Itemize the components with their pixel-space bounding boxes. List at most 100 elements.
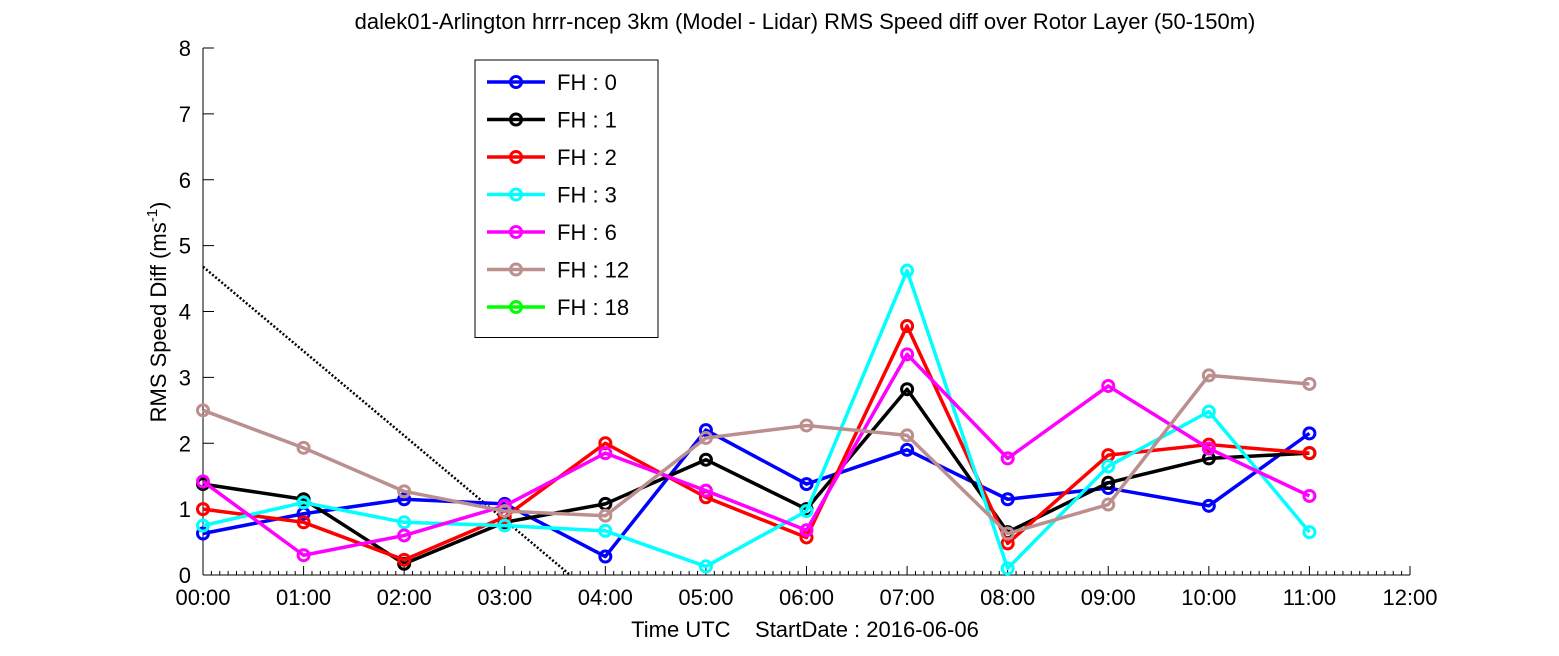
data-point: [698, 452, 713, 467]
data-point: [196, 474, 210, 489]
data-point: [1101, 459, 1116, 474]
data-point: [1302, 376, 1317, 391]
data-point: [397, 515, 412, 530]
plot-area: [196, 263, 1317, 576]
legend-swatch-marker: [509, 150, 523, 164]
x-tick-label: 04:00: [578, 585, 633, 610]
data-point: [1302, 488, 1317, 503]
data-point: [296, 495, 311, 510]
data-point: [1000, 492, 1015, 507]
data-point: [1201, 404, 1216, 419]
data-point: [598, 508, 613, 523]
y-tick-label: 0: [179, 563, 191, 588]
data-point: [497, 518, 512, 533]
data-point: [1201, 441, 1216, 456]
series-3: [196, 263, 1317, 576]
data-point: [1302, 525, 1317, 540]
legend-swatch-marker: [509, 75, 523, 89]
legend: FH : 0 FH : 1 FH : 2 FH : 3 FH : 6 FH : 12 FH …: [474, 59, 659, 338]
x-tick-label: 03:00: [477, 585, 532, 610]
legend-label: FH : 6: [557, 220, 617, 245]
axes: 00:00 01:00 02:00 03:00 04:00 05:00 06:00 07:00…: [175, 36, 1437, 610]
y-tick-label: 1: [179, 497, 191, 522]
x-tick-label: 05:00: [678, 585, 733, 610]
data-point: [196, 526, 210, 541]
data-point: [397, 492, 412, 507]
data-point: [799, 418, 814, 433]
legend-swatch-marker: [509, 187, 523, 202]
legend-label: FH : 12: [557, 258, 629, 283]
x-tick-label: 01:00: [276, 585, 331, 610]
y-axis-label-end: ): [146, 202, 171, 209]
legend-label: FH : 18: [557, 295, 629, 320]
legend-box: [474, 59, 659, 338]
data-point: [1201, 498, 1216, 513]
data-point: [799, 477, 814, 492]
y-tick-label: 7: [179, 102, 191, 127]
data-point: [196, 518, 210, 533]
data-point: [1101, 497, 1116, 512]
data-point: [698, 423, 713, 438]
y-tick-label: 6: [179, 168, 191, 193]
legend-label: FH : 0: [557, 70, 617, 95]
data-point: [196, 403, 210, 418]
legend-swatch-marker: [509, 300, 523, 314]
y-tick-label: 4: [179, 300, 191, 325]
data-point: [1302, 426, 1317, 441]
data-point: [397, 552, 412, 567]
x-axis-label: Time UTC StartDate : 2016-06-06: [631, 617, 979, 642]
data-point: [900, 428, 915, 443]
data-point: [900, 382, 915, 397]
data-point: [698, 430, 713, 445]
y-axis-label-main: RMS Speed Diff (ms: [146, 222, 171, 422]
data-point: [598, 549, 613, 564]
data-point: [900, 442, 915, 457]
data-point: [799, 523, 814, 538]
chart-title: dalek01-Arlington hrrr-ncep 3km (Model -…: [355, 9, 1256, 34]
legend-swatch-marker: [509, 112, 523, 127]
x-tick-label: 00:00: [175, 585, 230, 610]
series-5: [196, 368, 1317, 541]
data-point: [497, 504, 512, 519]
data-point: [698, 559, 713, 574]
data-point: [1101, 475, 1116, 490]
series-4: [196, 347, 1317, 563]
data-point: [1000, 561, 1015, 576]
x-tick-label: 06:00: [779, 585, 834, 610]
data-point: [1000, 451, 1015, 466]
data-point: [296, 548, 311, 563]
series-2: [196, 318, 1317, 567]
y-tick-label: 2: [179, 431, 191, 456]
data-point: [1101, 378, 1116, 393]
data-point: [1000, 526, 1015, 541]
series-line: [202, 324, 1310, 562]
data-point: [397, 484, 412, 499]
data-point: [1302, 446, 1317, 461]
x-tick-label: 09:00: [1081, 585, 1136, 610]
x-tick-label: 08:00: [980, 585, 1035, 610]
y-tick-label: 3: [179, 365, 191, 390]
x-tick-label: 02:00: [377, 585, 432, 610]
y-tick-label: 5: [179, 234, 191, 259]
legend-label: FH : 2: [557, 145, 617, 170]
data-point: [900, 347, 915, 362]
y-tick-label: 8: [179, 36, 191, 61]
y-axis-label-superscript: -1: [144, 209, 161, 222]
data-point: [799, 504, 814, 519]
data-point: [1201, 368, 1216, 383]
x-tick-label: 10:00: [1181, 585, 1236, 610]
legend-swatch-marker: [509, 225, 523, 239]
series-line: [202, 373, 1310, 536]
data-point: [397, 528, 412, 543]
x-tick-label: 11:00: [1283, 585, 1336, 610]
data-point: [900, 263, 915, 278]
data-point: [598, 523, 613, 538]
data-point: [900, 318, 915, 333]
data-point: [296, 515, 311, 530]
series-line: [202, 428, 1311, 559]
legend-swatch-marker: [509, 262, 523, 277]
series-line: [202, 268, 1311, 571]
data-point: [196, 502, 210, 517]
data-point: [296, 440, 311, 455]
